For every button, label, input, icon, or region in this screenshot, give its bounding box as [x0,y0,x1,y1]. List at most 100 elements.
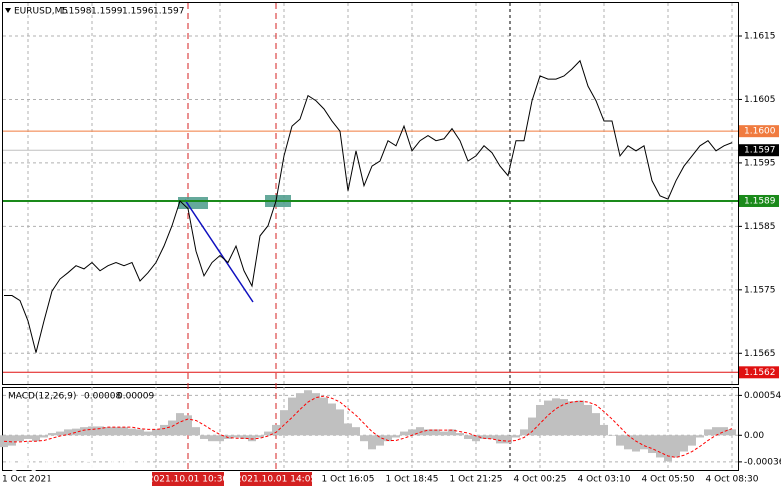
histogram-bar [336,409,344,436]
histogram-bar [712,427,720,436]
histogram-bar [248,435,256,442]
histogram-bar [360,435,368,442]
histogram-bar [192,427,200,436]
y-tick-label: 1.1595 [744,158,776,168]
histogram-bar [264,431,272,436]
watermark-logo [9,447,39,477]
ohlc-high: 1.1599 [91,7,123,17]
x-tick-label: 2021.10.01 14:05 [236,475,316,485]
histogram-bar [608,435,616,436]
histogram-bar [656,435,664,458]
histogram-bar [112,427,120,436]
price-level-label: 1.1589 [744,196,776,206]
ohlc-close: 1.1597 [153,7,185,17]
x-axis: 1 Oct 2021 2021.10.01 10:30 2021.10.01 14:… [2,475,759,485]
time-marker-box [240,472,312,486]
x-tick-label: 4 Oct 00:25 [514,475,567,485]
macd-main-value: 0.00008 [84,392,121,402]
histogram-bar [144,431,152,436]
time-marker-box [152,472,224,486]
trend-line [184,199,254,303]
histogram-bar [480,435,488,439]
watermark: instaforex Instant Forex Trading [9,447,150,486]
histogram-bar [184,415,192,436]
histogram-bar [552,398,560,436]
histogram-bar [464,435,472,439]
price-level-box [739,366,779,379]
histogram-bar [600,424,608,436]
histogram-bar [592,413,600,436]
histogram-bar [704,429,712,436]
ohlc-low: 1.1596 [122,7,154,17]
histogram-bar [432,429,440,436]
histogram-bar [488,435,496,439]
histogram-bar [64,429,72,436]
histogram-bar [40,435,48,438]
histogram-bar [440,431,448,436]
histogram-bar [472,435,480,442]
price-pane [2,2,739,385]
histogram-bar [536,404,544,436]
x-tick-label: 4 Oct 05:50 [642,475,695,485]
histogram-bar [32,435,40,442]
histogram-bar [128,428,136,436]
histogram-bar [392,435,400,438]
histogram-bar [576,400,584,436]
histogram-bar [80,427,88,436]
histogram-bar [616,435,624,446]
y-tick-label: 1.1615 [744,31,776,41]
histogram-bar [424,429,432,436]
histogram-bar [560,399,568,436]
x-tick-label: 4 Oct 08:30 [706,475,759,485]
x-tick-label: 1 Oct 16:05 [322,475,375,485]
histogram-bar [216,435,224,442]
histogram-bar [24,435,32,439]
price-line [4,59,733,353]
histogram-bar [496,435,504,444]
histogram-bar [672,435,680,458]
price-line [3,395,733,458]
histogram-bar [408,429,416,436]
histogram-bar [696,435,704,438]
ohlc-open: 1.1598 [60,7,92,17]
histogram-bar [368,435,376,450]
histogram-bar [168,420,176,436]
histogram-bar [304,390,312,436]
watermark-name: instaforex [44,447,148,474]
histogram-bar [208,435,216,442]
histogram-bar [176,413,184,436]
y-tick-label: -0.00036 [744,457,781,467]
y-tick-label: 1.1605 [744,95,776,105]
histogram-bar [256,435,264,438]
price-level-label: 1.1597 [744,146,776,156]
histogram-bar [200,435,208,439]
histogram-bar [48,433,56,436]
histogram-bar [720,427,728,436]
y-tick-label: 1.1585 [744,222,776,232]
price-level-box [739,125,779,138]
histogram-bar [88,426,96,436]
histogram-bar [352,427,360,436]
histogram-bar [8,435,16,446]
x-tick-label: 1 Oct 18:45 [386,475,439,485]
histogram-bar [520,429,528,436]
histogram-bar [320,397,328,436]
price-level-label: 1.1600 [744,127,776,137]
histogram-bar [728,429,736,436]
histogram-bar [160,424,168,436]
histogram-bar [104,427,112,436]
histogram-bar [296,393,304,436]
histogram-bar [648,435,656,454]
histogram-bar [376,435,384,446]
histogram-bar [344,423,352,436]
histogram-bar [56,431,64,436]
plot [0,59,738,462]
menu-arrow [5,8,11,13]
histogram-bar [448,429,456,436]
histogram-bar [120,427,128,436]
y-tick-label: 1.1575 [744,285,776,295]
x-tick-label: 1 Oct 2021 [2,475,52,485]
histogram-bar [288,397,296,436]
histogram-bar [240,435,248,439]
